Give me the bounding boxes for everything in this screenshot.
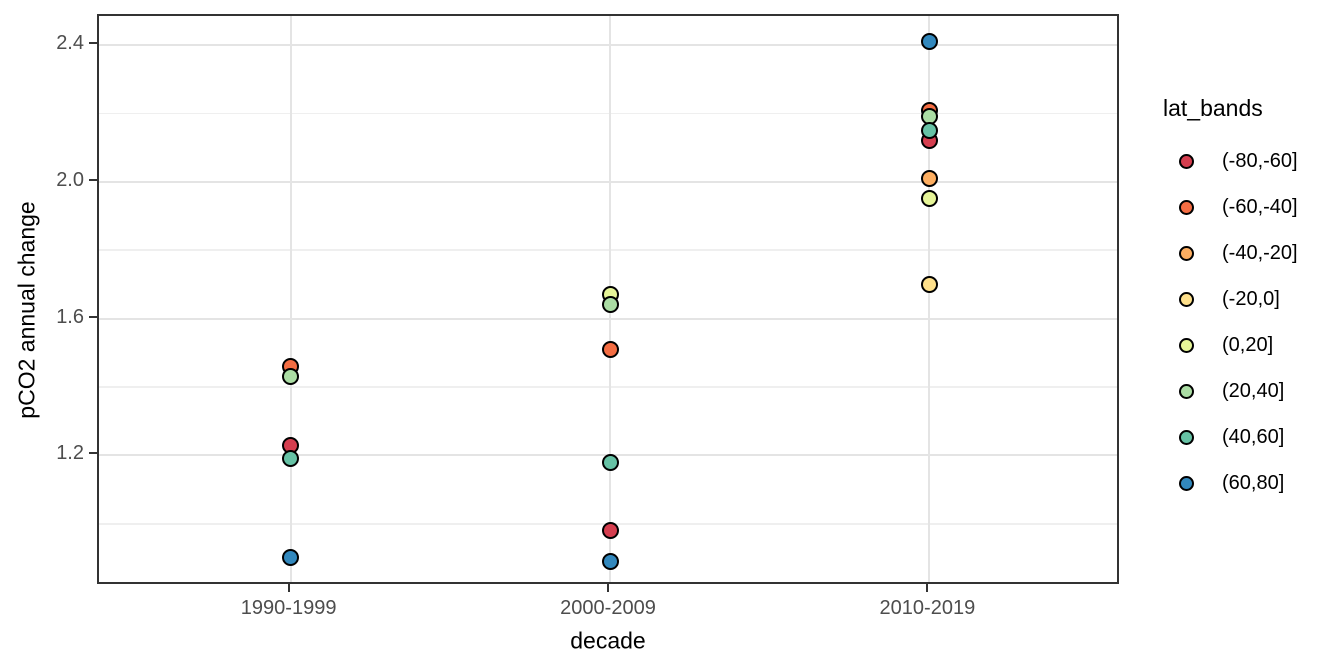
x-tick-mark [607,584,609,592]
data-point [282,450,300,468]
data-point [920,33,938,51]
y-tick-mark [89,452,97,455]
legend-item-label: (-20,0] [1222,287,1280,310]
legend-title: lat_bands [1163,95,1263,121]
legend-item-label: (-40,-20] [1222,241,1298,264]
legend-swatch-icon [1179,383,1194,399]
legend-entries: (-80,-60] (-60,-40] (-40,-20] (-20,0] (0,20]… [1163,138,1341,506]
data-point [601,340,619,358]
x-tick-label: 2010-2019 [879,597,976,619]
y-tick-mark [89,42,97,45]
v-gridline-major [928,16,931,582]
legend-item-label: (-80,-60] [1222,149,1298,172]
legend-item: (-60,-40] [1163,184,1341,230]
h-gridline-minor [99,386,1117,388]
legend-item-label: (40,60] [1222,425,1285,448]
x-tick-label: 2000-2009 [560,597,656,619]
legend-item: (20,40] [1163,368,1341,414]
legend-swatch-icon [1179,153,1194,169]
legend-item: (-20,0] [1163,276,1341,322]
data-point [282,549,300,567]
legend-swatch-icon [1179,475,1194,491]
h-gridline-major [99,317,1117,320]
y-tick-label: 1.2 [56,442,84,465]
legend-item: (0,20] [1163,322,1341,368]
legend-swatch-icon [1179,337,1194,353]
y-tick-mark [89,178,97,181]
h-gridline-major [99,44,1117,47]
h-gridline-major [99,180,1117,183]
legend-item: (60,80] [1163,460,1341,506]
data-point [920,190,938,208]
data-point [601,552,619,570]
x-tick-mark [287,584,290,592]
x-axis-title: decade [570,627,646,654]
x-tick-mark [926,584,929,592]
data-point [920,122,938,140]
y-tick-label: 2.4 [56,32,84,55]
plot-panel [97,14,1119,584]
h-gridline-minor [99,112,1117,115]
legend-item: (40,60] [1163,414,1341,460]
x-tick-label: 1990-1999 [240,597,337,619]
data-point [920,275,938,293]
y-tick-label: 2.0 [56,168,84,191]
legend-item: (-40,-20] [1163,230,1341,276]
legend-swatch-icon [1179,429,1194,445]
legend-item-label: (-60,-40] [1222,195,1298,218]
legend-item-label: (0,20] [1222,333,1274,356]
data-point [601,453,619,471]
legend: lat_bands (-80,-60] (-60,-40] (-40,-20] (-2… [1163,94,1341,506]
legend-item: (-80,-60] [1163,138,1341,184]
legend-swatch-icon [1179,245,1194,261]
y-axis-title: pCO2 annual change [13,201,40,419]
legend-swatch-icon [1179,291,1194,307]
legend-item-label: (60,80] [1222,471,1285,494]
y-tick-mark [89,315,97,318]
data-point [920,169,938,187]
data-point [601,296,619,314]
legend-item-label: (20,40] [1222,379,1285,402]
data-point [282,368,300,386]
v-gridline-major [289,16,292,582]
y-tick-label: 1.6 [56,305,84,328]
legend-swatch-icon [1179,199,1194,215]
h-gridline-minor [99,249,1117,251]
data-point [601,522,619,540]
